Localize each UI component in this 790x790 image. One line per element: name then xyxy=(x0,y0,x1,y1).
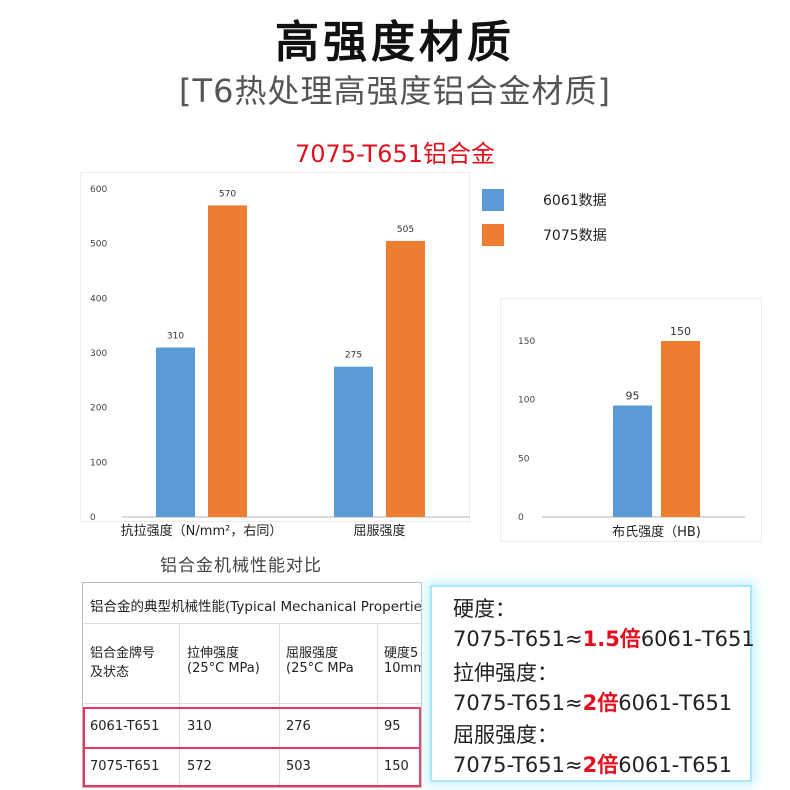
bar xyxy=(661,341,700,517)
y-tick-label: 400 xyxy=(90,294,107,304)
hardness-bar-chart: 0 50 100 150 95 150 布氏强度（HB) xyxy=(500,298,762,542)
y-tick-label: 500 xyxy=(90,240,107,250)
y-tick-label: 200 xyxy=(90,404,107,414)
table-cell-alloy: 7075-T651 xyxy=(90,759,160,774)
comparison-callout: 硬度： 7075-T651≈1.5倍6061-T651 拉伸强度： 7075-T… xyxy=(430,585,755,782)
y-tick-label: 150 xyxy=(518,337,535,347)
table-header-yield-sub: (25°C MPa xyxy=(286,661,354,676)
callout-multiplier: 2倍 xyxy=(582,753,619,777)
table-cell-yield: 276 xyxy=(286,719,311,734)
callout-yield-heading: 屈服强度： xyxy=(453,723,558,747)
table-header-tensile-sub: (25°C MPa) xyxy=(187,661,260,676)
x-tick-label: 屈服强度 xyxy=(353,523,405,539)
callout-hardness-ratio: 7075-T651≈1.5倍6061-T651 xyxy=(453,623,755,653)
y-tick-label: 100 xyxy=(90,458,107,468)
chart-heading: 7075-T651铝合金 xyxy=(294,140,495,168)
table-cell-alloy: 6061-T651 xyxy=(90,719,160,734)
x-tick-label: 抗拉强度（N/mm²，右同） xyxy=(121,523,283,539)
callout-text: 7075-T651≈ xyxy=(453,753,583,777)
callout-text: 7075-T651≈ xyxy=(453,691,583,715)
table-cell-hardness: 95 xyxy=(384,719,401,734)
callout-text: 6061-T651 xyxy=(640,627,755,651)
table-cell-hardness: 150 xyxy=(384,759,409,774)
callout-text: 6061-T651 xyxy=(618,753,733,777)
table-caption: 铝合金的典型机械性能(Typical Mechanical Properties xyxy=(90,599,422,615)
callout-tensile-heading: 拉伸强度： xyxy=(453,661,558,685)
callout-yield-ratio: 7075-T651≈2倍6061-T651 xyxy=(453,749,732,779)
callout-tensile-ratio: 7075-T651≈2倍6061-T651 xyxy=(453,687,732,717)
table-cell-yield: 503 xyxy=(286,759,311,774)
y-tick-label: 50 xyxy=(518,454,530,464)
table-header-alloy-sub: 及状态 xyxy=(90,665,130,680)
data-label: 570 xyxy=(219,189,236,199)
table-cell-tensile: 310 xyxy=(187,719,212,734)
table-header-hardness: 硬度5 xyxy=(384,646,419,661)
data-label: 275 xyxy=(345,351,362,361)
y-tick-label: 100 xyxy=(518,396,535,406)
bar xyxy=(386,240,425,517)
highlight-row-7075 xyxy=(83,747,421,787)
table-header-alloy: 铝合金牌号 xyxy=(90,646,156,661)
legend-swatch-7075 xyxy=(482,224,504,246)
mechanical-properties-table: 铝合金的典型机械性能(Typical Mechanical Properties… xyxy=(82,582,422,788)
callout-hardness-heading: 硬度： xyxy=(453,597,516,621)
data-label: 95 xyxy=(626,390,640,403)
strength-bar-chart: 0 100 200 300 400 500 600 310 570 抗拉强度（N/mm²，右同） 2… xyxy=(80,172,470,539)
table-header-yield: 屈服强度 xyxy=(286,646,339,661)
legend-label-6061: 6061数据 xyxy=(543,193,607,209)
data-label: 150 xyxy=(670,325,691,338)
callout-multiplier: 2倍 xyxy=(582,691,619,715)
chart-legend: 6061数据 7075数据 xyxy=(482,189,607,246)
callout-text: 6061-T651 xyxy=(618,691,733,715)
y-tick-label: 600 xyxy=(90,185,107,195)
y-tick-label: 0 xyxy=(518,513,524,523)
data-label: 505 xyxy=(397,225,414,235)
bar xyxy=(156,347,195,517)
callout-text: 7075-T651≈ xyxy=(453,627,583,651)
table-header-hardness-sub: 10mm xyxy=(384,661,422,676)
table-header-tensile: 拉伸强度 xyxy=(187,646,240,661)
chart-frame xyxy=(80,172,470,522)
y-tick-label: 0 xyxy=(90,513,96,523)
bar xyxy=(334,366,373,517)
chart-frame xyxy=(500,298,762,542)
legend-label-7075: 7075数据 xyxy=(543,228,607,244)
chart-caption: 铝合金机械性能对比 xyxy=(160,556,322,576)
callout-multiplier: 1.5倍 xyxy=(582,627,641,651)
page-title: 高强度材质 xyxy=(275,17,515,68)
page-subtitle: [T6热处理高强度铝合金材质] xyxy=(179,72,611,110)
table-cell-tensile: 572 xyxy=(187,759,212,774)
bar xyxy=(208,205,247,517)
y-tick-label: 300 xyxy=(90,349,107,359)
bar xyxy=(613,405,652,517)
highlight-row-6061 xyxy=(83,707,421,749)
x-tick-label: 布氏强度（HB) xyxy=(612,524,701,540)
legend-swatch-6061 xyxy=(482,189,504,211)
data-label: 310 xyxy=(167,332,184,342)
